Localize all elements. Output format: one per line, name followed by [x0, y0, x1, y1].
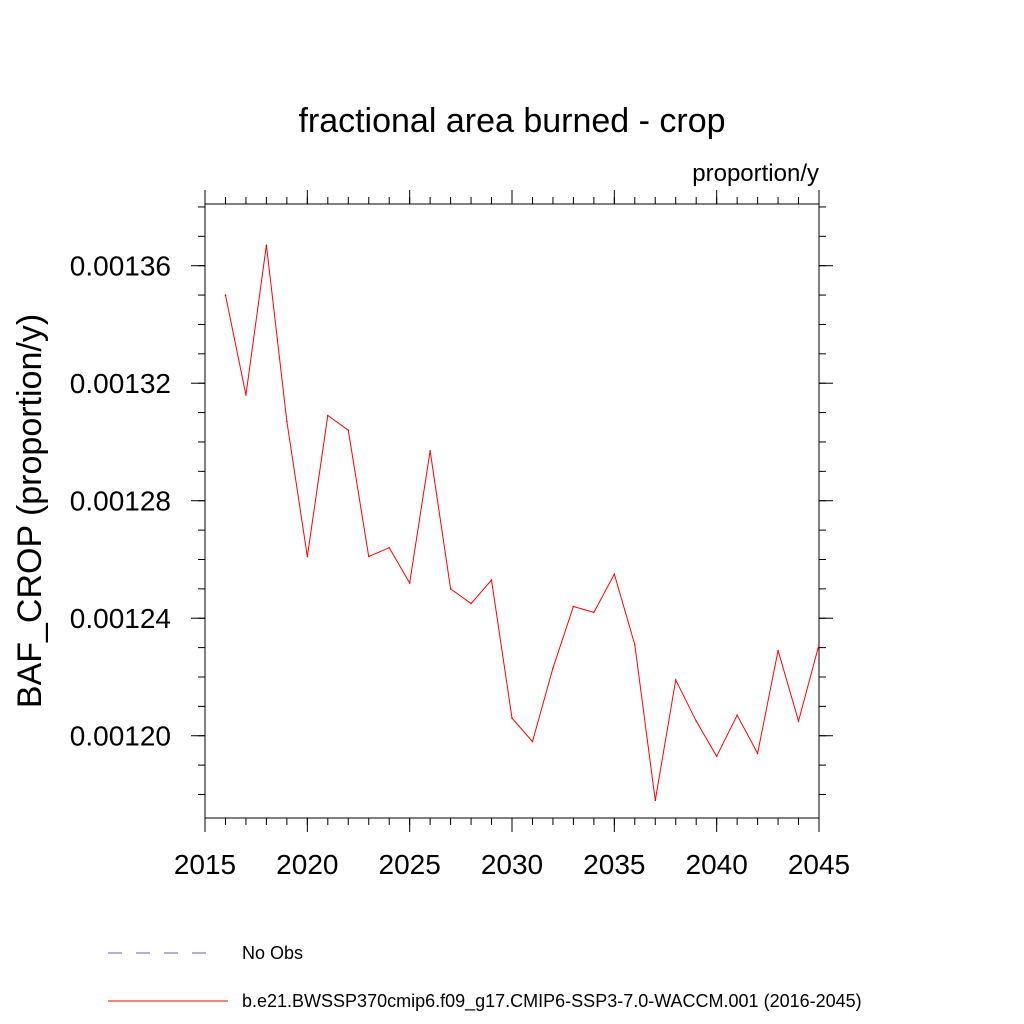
- x-tick-label: 2035: [583, 849, 645, 880]
- data-point-2039: [695, 720, 697, 722]
- series-line-1: [224, 245, 820, 801]
- data-point-2020: [306, 555, 309, 558]
- x-tick-label: 2040: [686, 849, 748, 880]
- chart-title: fractional area burned - crop: [298, 102, 725, 140]
- y-tick-label: 0.00136: [70, 251, 171, 282]
- data-point-2019: [286, 420, 288, 423]
- units-label: proportion/y: [692, 160, 819, 187]
- data-point-2017: [245, 394, 247, 396]
- data-point-2031: [531, 740, 534, 743]
- y-axis-ticks: [191, 206, 833, 795]
- data-point-2045: [818, 643, 820, 646]
- legend-label-model-run: b.e21.BWSSP370cmip6.f09_g17.CMIP6-SSP3-7…: [242, 991, 862, 1012]
- legend: No Obs b.e21.BWSSP370cmip6.f09_g17.CMIP6…: [108, 943, 862, 1012]
- data-point-2041: [736, 714, 738, 716]
- y-tick-label: 0.00128: [70, 486, 171, 517]
- x-axis-ticks: [204, 190, 820, 832]
- y-tick-label: 0.00124: [70, 603, 171, 634]
- series-layer: [224, 244, 820, 802]
- data-point-2027: [449, 588, 452, 590]
- data-point-2043: [777, 649, 779, 652]
- data-point-2042: [756, 752, 759, 755]
- data-point-2038: [674, 679, 677, 681]
- data-point-2037: [654, 799, 657, 802]
- y-tick-label: 0.00132: [70, 368, 171, 399]
- legend-label-no-obs: No Obs: [242, 943, 303, 963]
- x-tick-label: 2045: [788, 849, 850, 880]
- data-point-2024: [388, 546, 391, 549]
- data-point-2023: [367, 555, 370, 558]
- data-point-2035: [613, 573, 616, 575]
- data-point-2044: [797, 720, 800, 722]
- data-point-2016: [224, 294, 227, 296]
- y-tick-label: 0.00120: [70, 721, 171, 752]
- y-axis-label: BAF_CROP (proportion/y): [11, 314, 49, 708]
- x-tick-label: 2025: [379, 849, 441, 880]
- x-tick-label: 2015: [174, 849, 236, 880]
- x-tick-label: 2020: [276, 849, 338, 880]
- data-point-2033: [572, 605, 575, 608]
- x-tick-label: 2030: [481, 849, 543, 880]
- data-point-2021: [327, 414, 329, 417]
- data-point-2029: [490, 579, 493, 581]
- y-tick-labels: 0.00120 0.00124 0.00128 0.00132 0.00136: [70, 251, 171, 752]
- data-point-2040: [715, 755, 718, 758]
- data-point-2018: [265, 244, 268, 246]
- data-point-2025: [408, 582, 411, 584]
- plot-frame: [204, 203, 820, 819]
- data-point-2036: [634, 643, 636, 646]
- data-point-2030: [511, 717, 513, 719]
- data-point-2028: [470, 602, 472, 605]
- x-tick-labels: 2015 2020 2025 2030 2035 2040 2045: [174, 849, 850, 880]
- data-point-2034: [593, 611, 595, 614]
- data-point-2026: [429, 449, 431, 452]
- data-point-2022: [347, 429, 350, 432]
- data-point-2032: [552, 667, 554, 669]
